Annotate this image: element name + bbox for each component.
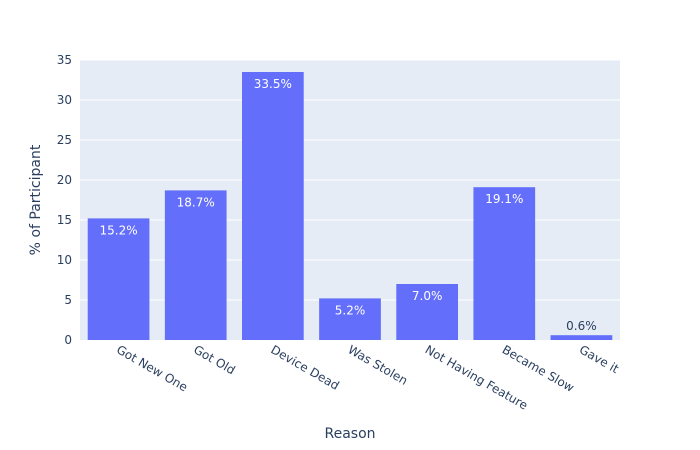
plot-area-background [80,60,620,340]
bar-data-label: 7.0% [412,289,443,303]
x-tick-label: Was Stolen [346,342,411,387]
bar-data-label: 19.1% [485,192,523,206]
y-tick-label: 10 [57,253,72,267]
x-tick-label: Got Old [191,342,237,377]
y-axis-ticks: 0 5 10 15 20 25 30 35 [57,53,72,347]
bar [242,72,304,340]
bar-data-label: 5.2% [335,303,366,317]
y-tick-label: 0 [64,333,72,347]
x-tick-label: Gave it [577,342,621,376]
x-axis-ticks: Got New One Got Old Device Dead Was Stolen N… [114,342,621,412]
bar-data-label: 15.2% [100,223,138,237]
bar [550,335,613,340]
bar [396,284,458,340]
x-tick-label: Device Dead [268,342,341,392]
x-tick-label: Became Slow [500,342,577,394]
bars: 15.2% 18.7% 33.5% 5.2% 7.0% 19.1% 0.6% [87,72,613,340]
y-tick-label: 35 [57,53,72,67]
x-axis-title: Reason [324,426,375,442]
bar [164,190,227,340]
y-tick-label: 20 [57,173,72,187]
bar [319,298,381,340]
y-tick-label: 5 [64,293,72,307]
y-tick-label: 25 [57,133,72,147]
bar-data-label: 33.5% [254,77,292,91]
y-tick-label: 30 [57,93,72,107]
y-tick-label: 15 [57,213,72,227]
bar-data-label: 0.6% [566,319,597,333]
bar [473,187,536,340]
bar-data-label: 18.7% [177,195,215,209]
y-axis-title: % of Participant [28,144,44,255]
bar [87,218,150,340]
x-tick-label: Got New One [114,342,190,394]
